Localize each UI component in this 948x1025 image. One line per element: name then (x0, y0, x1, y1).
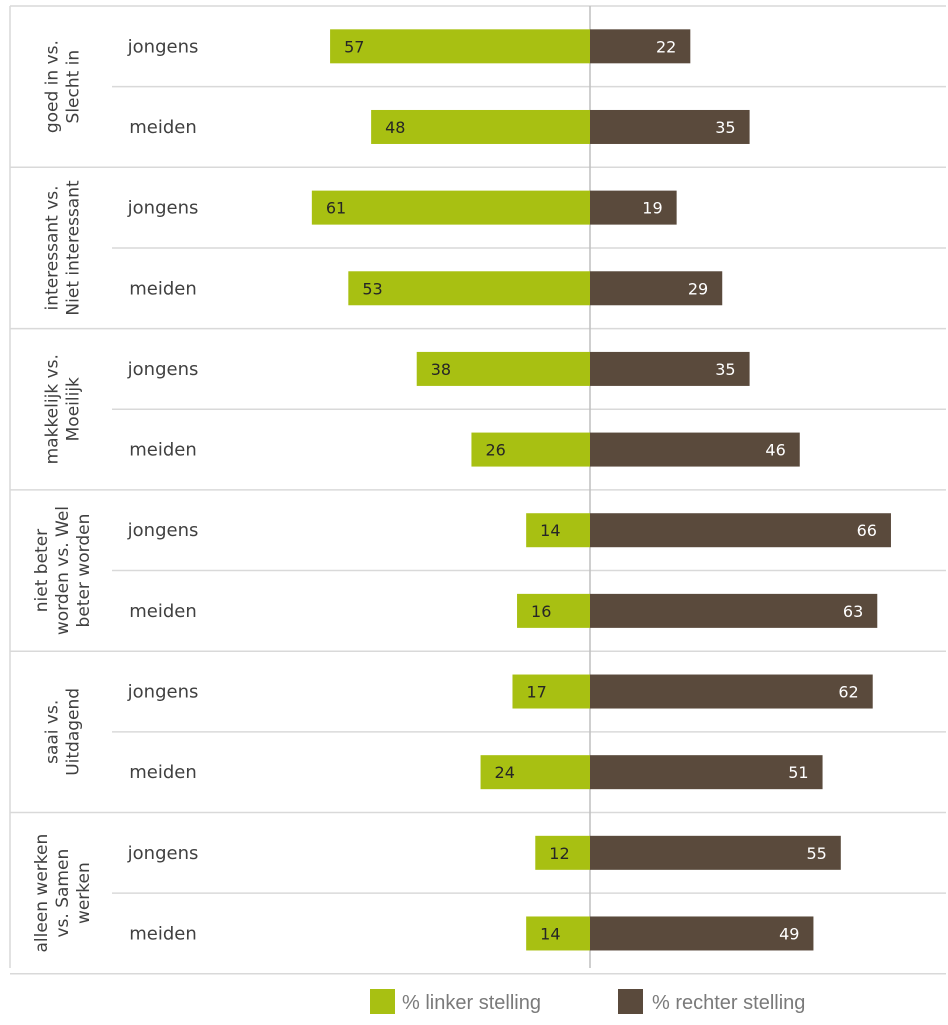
bar-right (590, 835, 841, 870)
bar-left-value: 57 (344, 37, 364, 56)
group-label-line: Moeilijk (64, 377, 84, 441)
bar-left-value: 48 (385, 118, 405, 137)
group-label-line: niet beter (32, 529, 52, 612)
legend-label-left: % linker stelling (402, 992, 541, 1014)
bar-right-value: 63 (843, 602, 863, 621)
group-label: makkelijk vs.Moeilijk (43, 354, 84, 464)
bar-left-value: 14 (540, 521, 560, 540)
bar-right (590, 755, 823, 790)
row-label: meiden (129, 117, 197, 138)
bar-right (590, 513, 891, 548)
labels: goed in vs.Slecht in jongens 57 22 meiden 48 3… (32, 36, 877, 952)
row-label: meiden (129, 440, 197, 461)
bar-left (471, 432, 590, 467)
group-label: goed in vs.Slecht in (43, 40, 84, 133)
bar-right-value: 35 (715, 118, 735, 137)
bar-right (590, 29, 691, 64)
group-label-line: Niet interessant (64, 180, 84, 316)
group-label: niet beterworden vs. Welbeter worden (32, 506, 94, 635)
group-label: saai vs.Uitdagend (43, 688, 84, 776)
bar-left (512, 674, 590, 709)
row-label: jongens (127, 682, 199, 703)
bar-left (371, 109, 590, 144)
bar-right-value: 46 (765, 441, 785, 460)
row-label: jongens (127, 520, 199, 541)
bar-right-value: 19 (642, 199, 662, 218)
bar-left (311, 190, 590, 225)
bar-right (590, 593, 878, 628)
bar-left-value: 38 (431, 360, 451, 379)
bars (311, 29, 891, 951)
group-label: interessant vs.Niet interessant (43, 180, 84, 316)
group-label-line: Slecht in (64, 50, 84, 124)
row-label: meiden (129, 278, 197, 299)
row-label: meiden (129, 601, 197, 622)
bar-left (517, 593, 590, 628)
row-label: meiden (129, 762, 197, 783)
bar-right-value: 49 (779, 924, 799, 943)
group-label-line: alleen werken (32, 834, 52, 953)
bar-left-value: 61 (326, 199, 346, 218)
legend-swatch-right (618, 989, 643, 1014)
bar-right (590, 271, 723, 306)
legend-label-right: % rechter stelling (652, 992, 805, 1014)
bar-right (590, 432, 800, 467)
bar-left (480, 755, 590, 790)
bar-right (590, 351, 750, 386)
bar-left-value: 26 (485, 441, 505, 460)
bar-right (590, 916, 814, 951)
group-label-line: werken (74, 862, 94, 924)
group-label-line: saai vs. (43, 700, 63, 764)
row-label: jongens (127, 36, 199, 57)
group-label-line: makkelijk vs. (43, 354, 63, 464)
group-label-line: Uitdagend (64, 688, 84, 776)
bar-right-value: 55 (806, 844, 826, 863)
bar-right-value: 51 (788, 763, 808, 782)
bar-right-value: 66 (857, 521, 877, 540)
bar-left-value: 24 (495, 763, 515, 782)
bar-right-value: 62 (838, 683, 858, 702)
group-label-line: vs. Samen (53, 849, 73, 938)
bar-left (330, 29, 590, 64)
legend: % linker stelling % rechter stelling (370, 989, 805, 1014)
grid-lines (9, 5, 946, 975)
group-label: alleen werkenvs. Samenwerken (32, 834, 94, 953)
bar-left-value: 53 (362, 279, 382, 298)
group-label-line: interessant vs. (43, 185, 63, 310)
bar-left (526, 513, 590, 548)
bar-right (590, 190, 677, 225)
row-label: jongens (127, 359, 199, 380)
bar-right-value: 35 (715, 360, 735, 379)
bar-left-value: 12 (549, 844, 569, 863)
row-label: jongens (127, 843, 199, 864)
row-label: meiden (129, 923, 197, 944)
bar-left-value: 17 (526, 683, 546, 702)
bar-right (590, 109, 750, 144)
bar-left (416, 351, 590, 386)
group-label-line: beter worden (74, 514, 94, 628)
row-label: jongens (127, 198, 199, 219)
legend-swatch-left (370, 989, 395, 1014)
bar-left (348, 271, 590, 306)
bar-right (590, 674, 873, 709)
bar-right-value: 22 (656, 37, 676, 56)
group-label-line: worden vs. Wel (53, 506, 73, 635)
bar-left-value: 16 (531, 602, 551, 621)
bar-right-value: 29 (688, 279, 708, 298)
bar-left (526, 916, 590, 951)
group-label-line: goed in vs. (43, 40, 63, 133)
bar-left (535, 835, 590, 870)
bar-left-value: 14 (540, 924, 560, 943)
